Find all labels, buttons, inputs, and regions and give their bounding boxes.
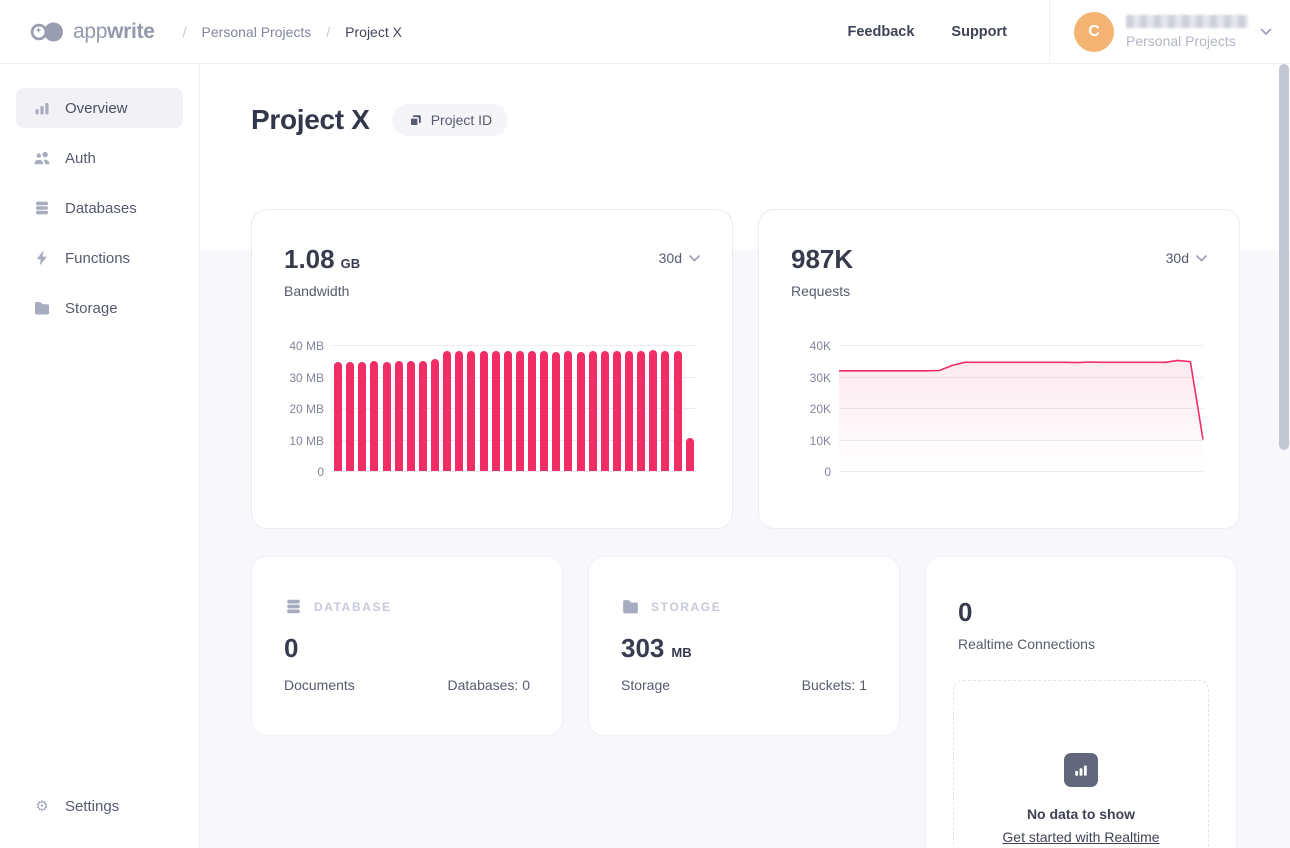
buckets-count-label: Buckets: 1 <box>801 677 867 693</box>
sidebar-item-overview[interactable]: Overview <box>16 88 183 128</box>
requests-card: 987K Requests 30d 40K 30K 20K 10K 0 <box>758 209 1240 529</box>
range-value: 30d <box>658 250 682 266</box>
database-icon <box>284 597 303 616</box>
requests-label: Requests <box>791 283 851 299</box>
breadcrumb-item-project-x[interactable]: Project X <box>345 23 402 40</box>
sidebar: Overview Auth Databases Functions Storag… <box>0 64 200 848</box>
gear-icon: ⚙ <box>35 797 49 815</box>
sidebar-item-label: Auth <box>65 149 96 167</box>
breadcrumb: / Personal Projects / Project X <box>183 24 402 40</box>
database-category-label: DATABASE <box>314 599 392 614</box>
requests-value: 987K <box>791 244 854 274</box>
documents-label: Documents <box>284 677 355 693</box>
get-started-realtime-link[interactable]: Get started with Realtime <box>1002 829 1160 845</box>
realtime-connections-count: 0 <box>958 597 973 627</box>
bandwidth-value: 1.08 <box>284 244 335 274</box>
avatar: C <box>1074 11 1114 52</box>
sidebar-item-label: Settings <box>65 797 120 815</box>
realtime-connections-label: Realtime Connections <box>958 636 1095 652</box>
storage-value: 303 <box>621 633 665 663</box>
user-name-redacted <box>1126 14 1248 28</box>
chevron-down-icon <box>689 254 700 262</box>
sidebar-item-databases[interactable]: Databases <box>16 188 183 228</box>
range-value: 30d <box>1165 250 1189 266</box>
breadcrumb-item-personal-projects[interactable]: Personal Projects <box>201 23 312 40</box>
sidebar-item-storage[interactable]: Storage <box>16 288 183 328</box>
database-icon <box>33 199 51 217</box>
bandwidth-label: Bandwidth <box>284 283 350 299</box>
page-title: Project X <box>251 104 370 135</box>
storage-card[interactable]: STORAGE 303 MB Storage Buckets: 1 <box>588 556 900 736</box>
database-card[interactable]: DATABASE 0 Documents Databases: 0 <box>251 556 563 736</box>
sidebar-item-auth[interactable]: Auth <box>16 138 183 178</box>
chevron-down-icon <box>1260 28 1272 36</box>
users-icon <box>33 149 51 167</box>
requests-range-select[interactable]: 30d <box>1166 250 1207 266</box>
header-nav: Feedback Support <box>848 24 1007 40</box>
copy-icon <box>408 113 423 128</box>
storage-unit: MB <box>671 645 692 660</box>
sidebar-item-functions[interactable]: Functions <box>16 238 183 278</box>
bandwidth-bars <box>334 345 694 471</box>
logo-wordmark: appwrite <box>73 19 155 43</box>
bandwidth-card: 1.08 GB Bandwidth 30d 40 MB 30 MB 20 MB 10 … <box>251 209 733 529</box>
breadcrumb-separator: / <box>182 23 187 40</box>
sidebar-item-label: Functions <box>65 249 131 267</box>
feedback-link[interactable]: Feedback <box>847 23 915 40</box>
sidebar-item-settings[interactable]: ⚙ Settings <box>16 786 184 826</box>
bandwidth-range-select[interactable]: 30d <box>659 250 700 266</box>
scrollbar-thumb[interactable] <box>1279 64 1289 450</box>
app-header: appwrite / Personal Projects / Project X… <box>0 0 1290 64</box>
support-link[interactable]: Support <box>951 23 1007 40</box>
sidebar-item-label: Databases <box>65 199 137 217</box>
project-id-badge[interactable]: Project ID <box>391 104 509 136</box>
storage-category-label: STORAGE <box>651 599 722 614</box>
main-content: Project X Project ID 1.08 GB Bandwidth <box>200 64 1290 848</box>
chevron-down-icon <box>1196 254 1207 262</box>
bar-chart-icon <box>1064 753 1098 787</box>
documents-count: 0 <box>284 633 299 663</box>
bandwidth-chart: 40 MB 30 MB 20 MB 10 MB 0 <box>289 339 696 479</box>
bandwidth-unit: GB <box>340 256 361 271</box>
sidebar-item-label: Storage <box>65 299 118 317</box>
folder-icon <box>621 597 640 616</box>
breadcrumb-separator: / <box>326 23 331 40</box>
storage-label: Storage <box>621 677 671 693</box>
requests-line <box>839 359 1204 471</box>
no-data-text: No data to show <box>1026 806 1136 822</box>
realtime-empty-state: No data to show Get started with Realtim… <box>953 680 1209 848</box>
databases-count-label: Databases: 0 <box>447 677 531 693</box>
user-org-label: Personal Projects <box>1126 32 1236 49</box>
realtime-card: 0 Realtime Connections No data to show G… <box>925 556 1237 848</box>
project-id-label: Project ID <box>430 112 493 128</box>
sidebar-item-label: Overview <box>65 99 128 117</box>
bar-chart-icon <box>33 99 51 117</box>
lightning-icon <box>33 249 51 267</box>
appwrite-logo-icon <box>30 21 64 43</box>
folder-icon <box>33 299 51 317</box>
appwrite-logo[interactable]: appwrite <box>30 20 155 44</box>
account-menu[interactable]: C Personal Projects <box>1049 0 1290 64</box>
requests-chart: 40K 30K 20K 10K 0 <box>810 339 1204 479</box>
